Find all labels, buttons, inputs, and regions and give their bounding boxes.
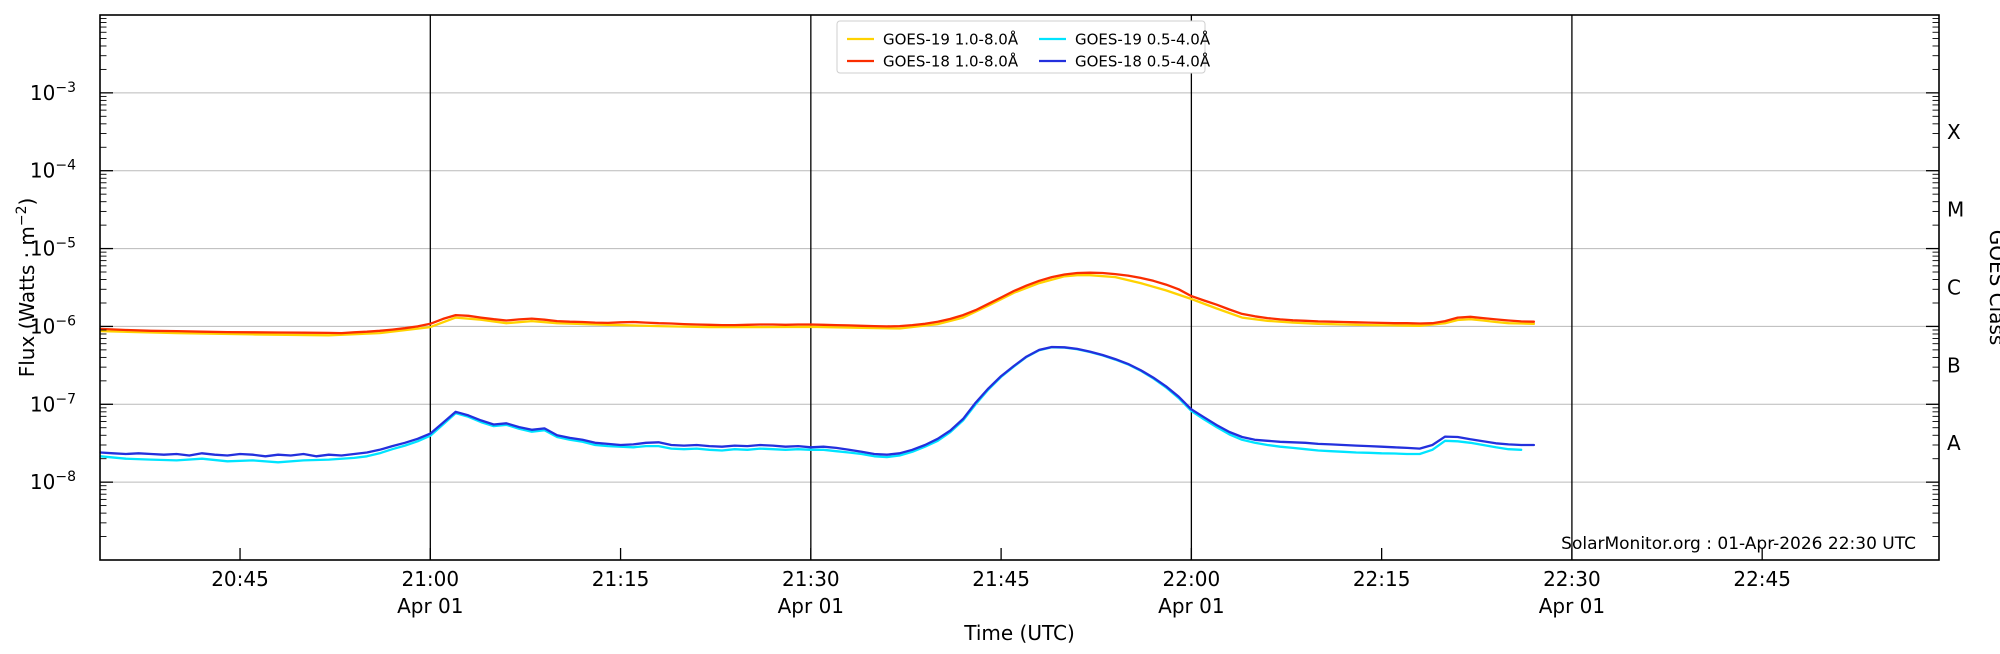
goes-class-label: A — [1947, 431, 1961, 455]
legend-label: GOES-18 0.5-4.0Å — [1075, 52, 1211, 71]
goes-class-label: M — [1947, 198, 1964, 222]
x-tick-label: 21:30 — [782, 567, 840, 591]
axis-ticks — [100, 18, 1939, 560]
x-tick-label: 21:45 — [972, 567, 1030, 591]
legend: GOES-19 1.0-8.0Å GOES-18 1.0-8.0Å GOES-19 … — [836, 20, 1211, 74]
x-tick-label: 22:45 — [1733, 567, 1791, 591]
y-tick-label: 10−8 — [30, 469, 76, 494]
x-tick-label: 21:00 — [401, 567, 459, 591]
goes-class-label: X — [1947, 120, 1961, 144]
decade-gridlines — [100, 92, 1939, 483]
x-axis-title: Time (UTC) — [963, 621, 1075, 645]
legend-label: GOES-18 1.0-8.0Å — [883, 52, 1019, 71]
x-tick-label: 22:15 — [1353, 567, 1411, 591]
legend-label: GOES-19 0.5-4.0Å — [1075, 30, 1211, 49]
date-vlines — [429, 15, 1573, 560]
y-axis-title-goes-class: GOES Class — [1985, 230, 2000, 346]
legend-box — [836, 20, 1206, 74]
x-tick-label: 21:15 — [592, 567, 650, 591]
series-line-goes19-short — [99, 346, 1523, 464]
y-tick-label: 10−7 — [30, 391, 76, 416]
legend-label: GOES-19 1.0-8.0Å — [883, 30, 1019, 49]
x-tick-date-label: Apr 01 — [778, 594, 844, 618]
goes-class-label: C — [1947, 276, 1961, 300]
x-tick-date-label: Apr 01 — [1158, 594, 1224, 618]
y-tick-label: 10−4 — [30, 158, 76, 183]
goes-class-label: B — [1947, 353, 1961, 377]
x-tick-label: 20:45 — [211, 567, 269, 591]
x-tick-label: 22:00 — [1163, 567, 1221, 591]
x-tick-date-label: Apr 01 — [1539, 594, 1605, 618]
series-line-goes19-long — [99, 274, 1536, 337]
x-tick-label: 22:30 — [1543, 567, 1601, 591]
series-lines — [99, 271, 1536, 464]
x-tick-labels: 20:45 21:00 Apr 01 21:15 21:30 Apr 01 21:45 22:… — [211, 567, 1791, 618]
y-tick-label: 10−5 — [30, 236, 76, 261]
series-line-goes18-long — [99, 271, 1536, 335]
goes-class-labels: X M C B A — [1947, 120, 1964, 455]
series-line-goes18-short — [99, 345, 1536, 458]
y-tick-label: 10−3 — [30, 80, 76, 105]
x-tick-date-label: Apr 01 — [397, 594, 463, 618]
watermark-text: SolarMonitor.org : 01-Apr-2026 22:30 UTC — [1561, 534, 1916, 554]
y-tick-label: 10−6 — [30, 313, 76, 338]
plot-frame — [99, 14, 1940, 561]
y-tick-labels-left: 10−3 10−4 10−5 10−6 10−7 10−8 — [30, 80, 76, 494]
y-axis-title-flux: Flux (Watts · m−2) — [14, 198, 39, 378]
